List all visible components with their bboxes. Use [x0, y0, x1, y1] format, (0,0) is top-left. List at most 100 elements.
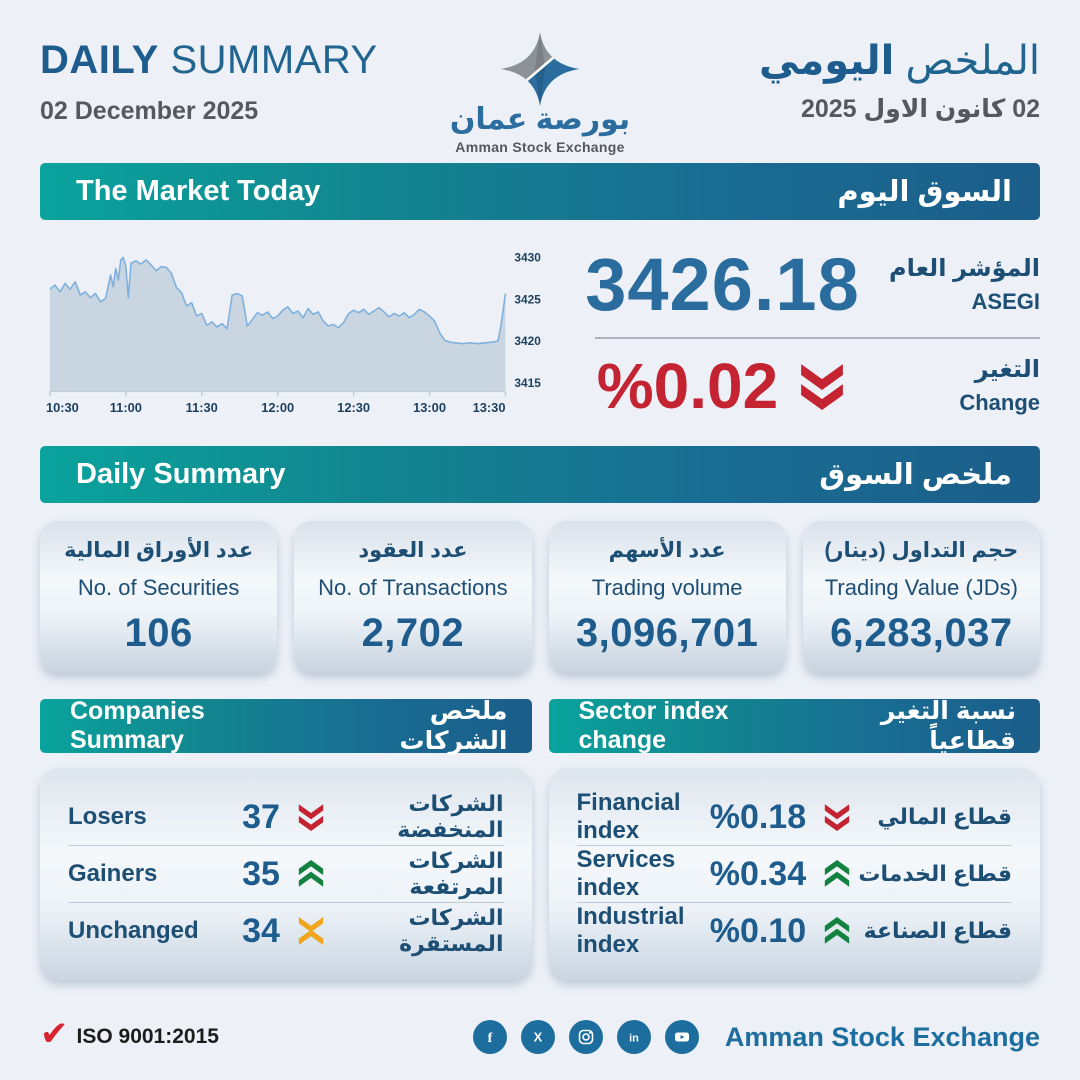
- svg-text:3425: 3425: [514, 292, 541, 306]
- footer-brand: Amman Stock Exchange: [724, 1021, 1040, 1052]
- change-value-group: %0.02: [585, 349, 860, 423]
- page-title-en: DAILY SUMMARY: [40, 38, 377, 83]
- page-title-en-rest: SUMMARY: [158, 38, 378, 82]
- sector-row-financial: Financial index %0.18 قطاع المالي: [577, 789, 1013, 845]
- svg-text:3420: 3420: [514, 334, 541, 348]
- stat-value: 2,702: [361, 611, 465, 655]
- stat-label-en: No. of Transactions: [318, 575, 508, 600]
- unchanged-flat-icon: [296, 917, 326, 945]
- daily-banner-en: Daily Summary: [76, 458, 286, 490]
- logo: بورصة عمان Amman Stock Exchange: [370, 32, 710, 155]
- stat-label-ar: عدد الأوراق المالية: [64, 539, 254, 562]
- page-title-en-bold: DAILY: [40, 38, 159, 82]
- index-value: 3426.18: [585, 242, 860, 326]
- financial-down-icon: [822, 803, 852, 831]
- stat-label-ar: عدد العقود: [358, 539, 468, 562]
- row-value: %0.34: [709, 854, 807, 893]
- sectors-banner-ar: نسبة التغير قطاعياً: [880, 697, 1016, 755]
- red-check-icon: ✔: [40, 1015, 69, 1053]
- svg-text:in: in: [629, 1033, 639, 1045]
- bottom-section: Companies Summary ملخص الشركات Losers 37…: [40, 697, 1040, 980]
- header-right: الملخص اليومي 02 كانون الاول 2025: [710, 38, 1040, 124]
- market-section: 10:30 11:00 11:30 12:00 12:30 13:00 13:30 3415 3…: [40, 232, 1040, 432]
- svg-text:11:30: 11:30: [186, 400, 218, 415]
- x-twitter-icon[interactable]: X: [520, 1020, 555, 1054]
- row-label-ar: الشركات المستقرة: [399, 905, 504, 956]
- index-row: 3426.18 المؤشر العام ASEGI: [585, 242, 1040, 327]
- stat-label-en: No. of Securities: [77, 575, 240, 600]
- date-en: 02 December 2025: [40, 97, 259, 125]
- row-value: 34: [242, 911, 280, 950]
- market-banner-en: The Market Today: [76, 175, 321, 207]
- index-panel: 3426.18 المؤشر العام ASEGI %0.02 التغير …: [555, 232, 1040, 432]
- market-banner-ar: السوق اليوم: [837, 176, 1012, 208]
- index-divider: [595, 336, 1040, 339]
- svg-text:f: f: [488, 1031, 493, 1046]
- row-value: %0.10: [709, 911, 807, 950]
- sectors-column: Sector index change نسبة التغير قطاعياً …: [548, 697, 1040, 980]
- footer: ✔ ISO 9001:2015 f X in Amman Stock Excha…: [0, 1015, 1080, 1054]
- ase-star-icon: [500, 32, 580, 106]
- change-label-en: Change: [959, 390, 1040, 415]
- change-label-ar: التغير: [974, 356, 1040, 383]
- losers-down-icon: [296, 803, 326, 831]
- row-divider: [68, 902, 504, 903]
- instagram-icon[interactable]: [568, 1020, 603, 1054]
- svg-text:11:00: 11:00: [110, 400, 142, 415]
- row-label-en: Losers: [68, 803, 147, 830]
- services-up-icon: [822, 860, 852, 888]
- companies-card: Losers 37 الشركات المنخفضة Gainers 35 ال…: [40, 768, 532, 980]
- stat-value: 3,096,701: [575, 611, 759, 655]
- stat-label-ar: عدد الأسهم: [608, 539, 726, 562]
- row-label-ar: الشركات المنخفضة: [397, 791, 504, 842]
- row-value: 35: [242, 854, 280, 893]
- row-label-en: Gainers: [68, 860, 158, 887]
- row-divider: [68, 845, 504, 846]
- gainers-up-icon: [296, 860, 326, 888]
- svg-text:3415: 3415: [514, 376, 541, 390]
- row-label-en: Services index: [576, 846, 676, 901]
- svg-text:12:30: 12:30: [337, 400, 370, 415]
- row-label-en: Unchanged: [68, 917, 199, 944]
- companies-row-unchanged: Unchanged 34 الشركات المستقرة: [68, 903, 504, 959]
- youtube-icon[interactable]: [664, 1020, 699, 1054]
- row-label-en: Industrial index: [576, 903, 685, 958]
- svg-text:X: X: [534, 1030, 543, 1045]
- change-labels: التغير Change: [860, 355, 1040, 416]
- companies-banner: Companies Summary ملخص الشركات: [40, 697, 532, 755]
- social-links: f X in Amman Stock Exchange: [472, 1020, 1040, 1054]
- page-title-ar-bold: اليومي: [759, 39, 895, 83]
- sectors-card: Financial index %0.18 قطاع المالي Servic…: [548, 768, 1040, 980]
- sectors-banner: Sector index change نسبة التغير قطاعياً: [548, 697, 1040, 755]
- svg-text:13:00: 13:00: [413, 400, 446, 415]
- companies-banner-ar: ملخص الشركات: [399, 697, 508, 755]
- market-today-banner: The Market Today السوق اليوم: [40, 163, 1040, 220]
- iso-label: ISO 9001:2015: [76, 1025, 219, 1048]
- stat-card-securities: عدد الأوراق المالية No. of Securities 10…: [40, 521, 278, 673]
- change-direction-icon: [796, 362, 848, 410]
- facebook-icon[interactable]: f: [472, 1020, 507, 1054]
- row-label-ar: قطاع الصناعة: [863, 918, 1012, 943]
- index-intraday-chart: 10:30 11:00 11:30 12:00 12:30 13:00 13:30 3415 3…: [40, 232, 555, 432]
- svg-text:13:30: 13:30: [473, 400, 506, 415]
- companies-banner-en: Companies Summary: [70, 697, 205, 754]
- companies-column: Companies Summary ملخص الشركات Losers 37…: [40, 697, 532, 980]
- change-row: %0.02 التغير Change: [585, 349, 1040, 423]
- page-title-ar: الملخص اليومي: [710, 38, 1040, 84]
- stat-card-transactions: عدد العقود No. of Transactions 2,702: [294, 521, 532, 673]
- sector-row-industrial: Industrial index %0.10 قطاع الصناعة: [577, 903, 1013, 959]
- index-labels: المؤشر العام ASEGI: [860, 254, 1040, 315]
- stat-label-en: Trading Value (JDs): [824, 575, 1018, 600]
- linkedin-icon[interactable]: in: [616, 1020, 651, 1054]
- stat-cards: عدد الأوراق المالية No. of Securities 10…: [40, 521, 1040, 673]
- stat-value: 106: [124, 611, 193, 655]
- daily-summary-banner: Daily Summary ملخص السوق: [40, 446, 1040, 503]
- date-ar: 02 كانون الاول 2025: [800, 95, 1040, 123]
- sector-row-services: Services index %0.34 قطاع الخدمات: [577, 846, 1013, 902]
- stat-value: 6,283,037: [830, 611, 1013, 655]
- stat-label-ar: حجم التداول (دينار): [824, 539, 1019, 562]
- index-label-en: ASEGI: [971, 288, 1040, 314]
- iso-certification: ✔ ISO 9001:2015: [40, 1015, 219, 1054]
- row-label-ar: قطاع المالي: [877, 804, 1012, 829]
